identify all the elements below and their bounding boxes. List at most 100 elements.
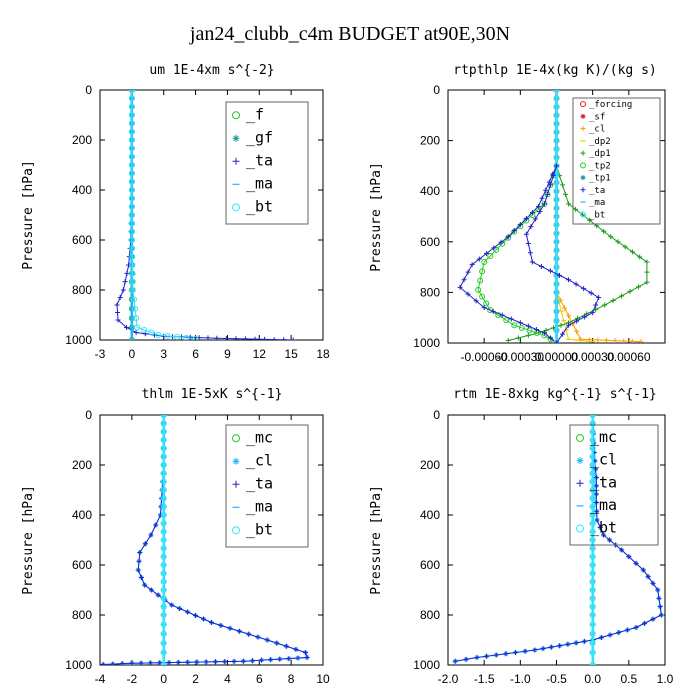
- data-point: [603, 337, 609, 343]
- data-point: [503, 651, 509, 657]
- data-point: [124, 325, 130, 330]
- legend-marker: [232, 157, 240, 165]
- data-point: [629, 338, 635, 343]
- data-point: [160, 462, 167, 468]
- data-point: [644, 279, 650, 285]
- data-point: [558, 322, 564, 328]
- data-point: [589, 640, 596, 647]
- x-tick-label: 4: [224, 672, 231, 686]
- data-point: [638, 339, 644, 343]
- x-tick-label: -0.00060: [460, 350, 508, 364]
- data-point: [553, 230, 560, 237]
- data-point: [155, 592, 161, 598]
- data-point: [589, 621, 596, 628]
- data-point: [148, 532, 154, 538]
- data-point: [277, 656, 283, 662]
- data-point: [160, 415, 167, 418]
- y-tick-label: 200: [420, 458, 440, 472]
- data-point: [205, 335, 211, 340]
- panel-rtpthlp: rtpthlp 1E-4x(kg K)/(kg s) Pressure [hPa…: [369, 63, 666, 364]
- data-point: [589, 512, 596, 518]
- data-point: [574, 318, 580, 324]
- data-point: [461, 277, 467, 283]
- data-point: [201, 616, 207, 622]
- data-point: [160, 478, 167, 485]
- data-point: [526, 327, 533, 334]
- y-tick-label: 800: [420, 285, 440, 299]
- data-point: [589, 649, 596, 656]
- data-point: [160, 520, 167, 527]
- data-point: [619, 293, 625, 299]
- data-point: [160, 437, 167, 443]
- data-point: [281, 337, 287, 340]
- data-point: [553, 317, 560, 324]
- data-point: [596, 294, 602, 300]
- data-point: [593, 466, 599, 472]
- data-point: [160, 487, 167, 493]
- data-point: [624, 627, 630, 633]
- y-tick-label: 1000: [413, 336, 440, 350]
- data-point: [128, 220, 135, 227]
- data-point: [132, 305, 139, 312]
- x-tick-label: -0.5: [546, 672, 567, 686]
- data-point: [513, 650, 519, 655]
- data-point: [544, 191, 550, 197]
- y-tick-label: 200: [72, 458, 92, 472]
- data-point: [487, 252, 494, 259]
- data-point: [553, 255, 560, 262]
- panel-title: um 1E-4xm s^{-2}: [149, 63, 274, 78]
- legend: _forcing _sf _cl _dp2 _dp1 _tp2 _tp1 _ta _ma _bt: [572, 97, 661, 225]
- data-point: [255, 634, 261, 640]
- data-point: [128, 162, 135, 168]
- data-point: [553, 146, 560, 153]
- data-point: [130, 296, 137, 303]
- panel-title: rtm 1E-8xkg kg^{-1} s^{-1}: [453, 387, 657, 402]
- legend-label: _ta: [246, 151, 273, 169]
- legend-label: _bt: [246, 197, 273, 215]
- data-point: [129, 660, 135, 665]
- data-point: [160, 428, 167, 435]
- data-point: [588, 290, 594, 296]
- data-point: [566, 277, 572, 283]
- data-point: [589, 528, 596, 535]
- plot-frame: [99, 89, 324, 341]
- data-point: [547, 182, 553, 188]
- data-point: [129, 245, 136, 252]
- data-point: [553, 179, 560, 186]
- data-point: [135, 567, 141, 573]
- data-point: [589, 470, 596, 477]
- data-point: [527, 250, 533, 256]
- data-point: [218, 622, 224, 628]
- data-point: [554, 163, 559, 169]
- data-point: [553, 95, 560, 102]
- data-point: [259, 657, 265, 663]
- data-point: [148, 329, 155, 336]
- legend: _mc _cl _ta _ma _bt: [225, 424, 309, 548]
- data-point: [271, 337, 277, 340]
- data-point: [594, 517, 600, 523]
- data-point: [160, 537, 167, 543]
- data-point: [465, 291, 471, 297]
- data-point: [589, 420, 596, 427]
- data-point: [553, 221, 560, 228]
- x-tick-label: 2: [192, 672, 199, 686]
- data-point: [160, 587, 167, 593]
- data-point: [214, 335, 220, 340]
- data-point: [566, 313, 572, 319]
- data-point: [120, 287, 126, 293]
- panel-um: um 1E-4xm s^{-2} Pressure [hPa] -3 0 3 6 9 12…: [21, 63, 330, 361]
- data-point: [553, 188, 560, 195]
- data-point: [223, 335, 229, 340]
- data-point: [644, 269, 650, 275]
- data-point: [483, 300, 490, 307]
- data-point: [185, 659, 191, 665]
- data-point: [138, 660, 144, 665]
- data-point: [128, 178, 135, 185]
- data-point: [268, 657, 274, 663]
- data-point: [532, 216, 538, 222]
- data-point: [246, 631, 252, 637]
- x-tick-label: -2.0: [438, 672, 459, 686]
- data-point: [155, 332, 162, 338]
- x-tick-label: 0.00060: [607, 350, 651, 364]
